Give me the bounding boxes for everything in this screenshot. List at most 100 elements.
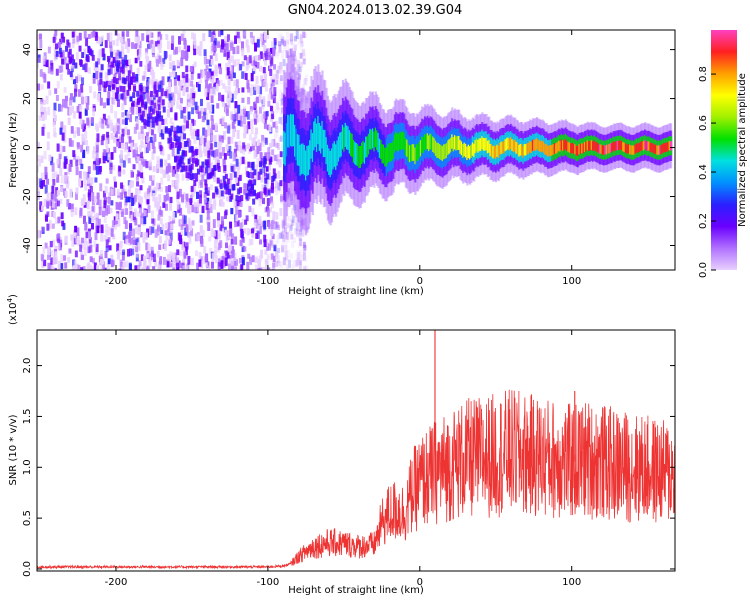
spectrogram-cell: [211, 150, 215, 157]
spectrogram-cell: [248, 229, 252, 235]
spectrogram-cell: [273, 40, 277, 46]
spectrogram-cell: [351, 134, 354, 158]
y-tick-label: 0.5: [22, 510, 33, 526]
spectrogram-cell: [59, 74, 63, 81]
spectrogram-cell: [288, 115, 291, 148]
spectrogram-cell: [256, 113, 260, 123]
spectrogram-cell: [148, 160, 152, 167]
spectrogram-cell: [284, 251, 288, 261]
spectrogram-cell: [609, 142, 613, 153]
spectrogram-cell: [356, 143, 360, 167]
spectrogram-cell: [303, 32, 307, 39]
spectrogram-cell: [229, 42, 233, 51]
spectrogram-cell: [117, 218, 121, 227]
spectrogram-cell: [234, 141, 238, 148]
spectrogram-cell: [279, 33, 283, 40]
spectrogram-cell: [52, 212, 56, 219]
spectrogram-cell: [586, 140, 589, 151]
spectrogram-cell: [55, 190, 59, 197]
spectrogram-cell: [212, 34, 216, 41]
spectrogram-cell: [247, 161, 251, 168]
spectrogram-cell: [227, 252, 231, 259]
spectrogram-cell: [59, 127, 63, 135]
spectrogram-cell: [159, 256, 163, 265]
spectrogram-cell: [257, 225, 261, 232]
spectrogram-cell: [44, 184, 48, 194]
spectrogram-cell: [455, 136, 458, 151]
spectrogram-cell: [108, 58, 112, 67]
spectrogram-cell: [135, 238, 139, 246]
spectrogram-cell: [106, 55, 110, 62]
spectrogram-cell: [423, 133, 427, 150]
spectrogram-cell: [136, 90, 140, 97]
spectrogram-cell: [41, 114, 45, 122]
spectrogram-cell: [432, 136, 435, 152]
spectrogram-cell: [180, 85, 184, 91]
y-tick-label: -40: [22, 237, 33, 253]
spectrogram-cell: [264, 82, 268, 92]
spectrogram-cell: [158, 236, 162, 244]
spectrogram-cell: [92, 75, 96, 84]
spectrogram-cell: [64, 190, 68, 198]
spectrogram-cell: [226, 67, 230, 76]
spectrogram-cell: [104, 230, 108, 239]
spectrogram-cell: [170, 100, 174, 108]
spectrogram-cell: [124, 41, 128, 50]
spectrogram-cell: [267, 51, 271, 60]
spectrogram-cell: [66, 175, 70, 185]
spectrogram-cell: [128, 136, 132, 144]
spectrogram-cell: [41, 226, 45, 233]
spectrogram-cell: [276, 131, 280, 138]
spectrogram-cell: [229, 73, 233, 82]
spectrogram-cell: [252, 137, 256, 146]
spectrogram-cell: [67, 257, 71, 263]
spectrogram-cell: [212, 231, 216, 237]
spectrogram-cell: [264, 49, 268, 56]
spectrogram-cell: [100, 224, 104, 234]
spectrogram-cell: [260, 191, 264, 200]
spectrogram-cell: [206, 211, 210, 220]
spectrogram-cell: [233, 171, 237, 178]
spectrogram-cell: [150, 39, 154, 48]
spectrogram-cell: [169, 72, 173, 78]
spectrogram-cell: [125, 196, 129, 203]
spectrogram-cell: [60, 32, 64, 39]
spectrogram-cell: [341, 124, 345, 150]
spectrogram-cell: [279, 261, 283, 268]
spectrogram-cell: [193, 135, 197, 144]
spectrogram-cell: [112, 40, 116, 46]
spectrogram-cell: [280, 38, 284, 46]
spectrogram-cell: [109, 207, 113, 214]
spectrogram-cell: [358, 146, 361, 169]
spectrogram-cell: [157, 124, 161, 133]
spectrogram-cell: [146, 199, 150, 205]
spectrogram-cell: [391, 142, 394, 162]
spectrogram-cell: [284, 227, 288, 235]
spectrogram-cell: [139, 185, 143, 191]
spectrogram-cell: [216, 177, 220, 184]
spectrogram-cell: [179, 219, 183, 227]
spectrogram-cell: [251, 35, 255, 45]
spectrogram-cell: [117, 33, 121, 41]
spectrogram-cell: [128, 76, 132, 83]
spectrogram-cell: [400, 132, 403, 150]
spectrogram-cell: [231, 249, 235, 258]
spectrogram-cell: [66, 181, 70, 189]
spectrogram-cell: [64, 99, 68, 109]
spectrogram-cell: [530, 141, 533, 154]
spectrogram-cell: [96, 94, 100, 101]
spectrogram-cell: [173, 210, 177, 218]
spectrogram-cell: [73, 230, 77, 239]
spectrogram-cell: [276, 154, 280, 162]
spectrogram-cell: [155, 89, 159, 98]
spectrogram-cell: [120, 140, 124, 149]
spectrogram-cell: [163, 244, 167, 251]
spectrogram-cell: [251, 229, 255, 238]
spectrogram-cell: [225, 74, 229, 80]
spectrogram-cell: [473, 143, 476, 157]
spectrogram-cell: [132, 236, 136, 244]
spectrogram-cell: [189, 65, 193, 72]
spectrogram-cell: [129, 113, 133, 123]
spectrogram-cell: [209, 127, 213, 135]
spectrogram-cell: [141, 132, 145, 140]
